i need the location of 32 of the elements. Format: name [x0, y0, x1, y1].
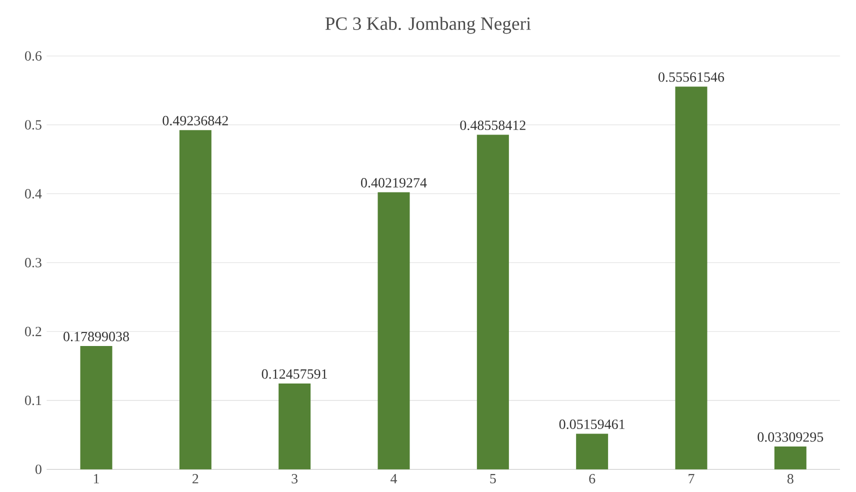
bar — [80, 346, 112, 470]
x-tick-label: 4 — [390, 474, 398, 484]
bar — [278, 384, 311, 470]
bar — [476, 134, 509, 470]
bar — [774, 446, 806, 470]
y-tick-label: 0.6 — [24, 51, 42, 61]
data-label: 0.49236842 — [162, 116, 228, 126]
bar — [576, 434, 608, 470]
chart-title: PC 3 Kab. Jombang Negeri — [325, 16, 531, 34]
data-label: 0.55561546 — [658, 72, 724, 82]
x-tick-label: 1 — [94, 474, 99, 484]
x-tick-label: 7 — [688, 474, 694, 484]
bar — [378, 192, 410, 470]
y-tick-label: 0.1 — [24, 396, 42, 406]
y-tick-label: 0.5 — [24, 120, 42, 130]
x-tick-label: 5 — [490, 474, 496, 484]
x-tick-label: 2 — [192, 474, 198, 484]
x-tick-label: 3 — [292, 474, 298, 484]
bar — [179, 130, 212, 470]
y-tick-label: 0 — [35, 464, 42, 474]
data-label: 0.48558412 — [460, 120, 526, 130]
data-label: 0.17899038 — [64, 332, 129, 342]
data-label: 0.12457591 — [262, 369, 327, 379]
y-tick-label: 0.4 — [24, 189, 42, 199]
bar — [675, 86, 708, 470]
data-label: 0.40219274 — [361, 178, 427, 188]
x-tick-label: 8 — [787, 474, 794, 484]
y-tick-label: 0.3 — [24, 258, 42, 268]
x-tick-label: 6 — [589, 474, 596, 484]
data-label: 0.05159461 — [559, 420, 624, 430]
y-tick-label: 0.2 — [24, 326, 42, 336]
data-label: 0.03309295 — [758, 432, 824, 442]
